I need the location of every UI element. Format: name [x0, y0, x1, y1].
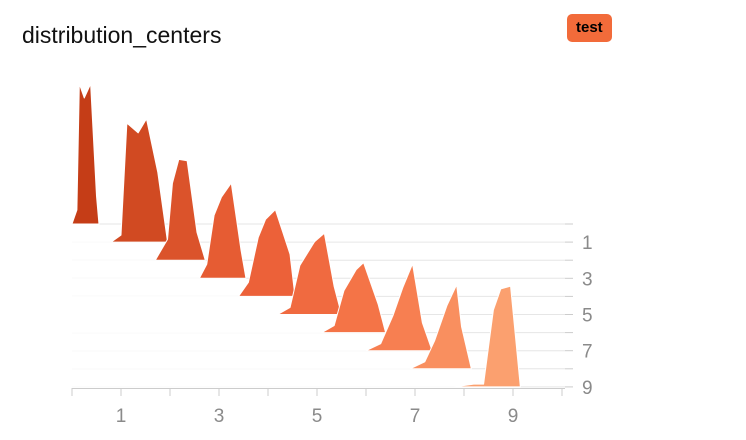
y-tick-label: 3	[582, 269, 593, 290]
ridge-series-3	[71, 158, 206, 261]
x-tick-label: 5	[312, 406, 323, 427]
x-tick-label: 3	[214, 406, 225, 427]
ridge-series-5	[71, 209, 296, 297]
test-badge[interactable]: test	[567, 14, 612, 42]
y-tick-label: 5	[582, 306, 593, 327]
ridge-series-1	[71, 83, 100, 225]
ridge-series-10	[71, 285, 521, 388]
y-tick-label: 9	[582, 378, 593, 399]
ridge-series-2	[71, 118, 169, 243]
x-tick-label: 9	[508, 406, 519, 427]
chart-title: distribution_centers	[22, 22, 222, 48]
y-tick-label: 7	[582, 342, 593, 363]
ridge-series-6	[71, 232, 342, 315]
y-tick-label: 1	[582, 233, 593, 254]
ridge-series-8	[71, 263, 433, 352]
ridge-series-7	[71, 262, 387, 334]
ridge-series-9	[71, 284, 472, 370]
x-tick-label: 1	[116, 406, 127, 427]
x-tick-label: 7	[410, 406, 421, 427]
ridge-series-4	[71, 182, 247, 279]
